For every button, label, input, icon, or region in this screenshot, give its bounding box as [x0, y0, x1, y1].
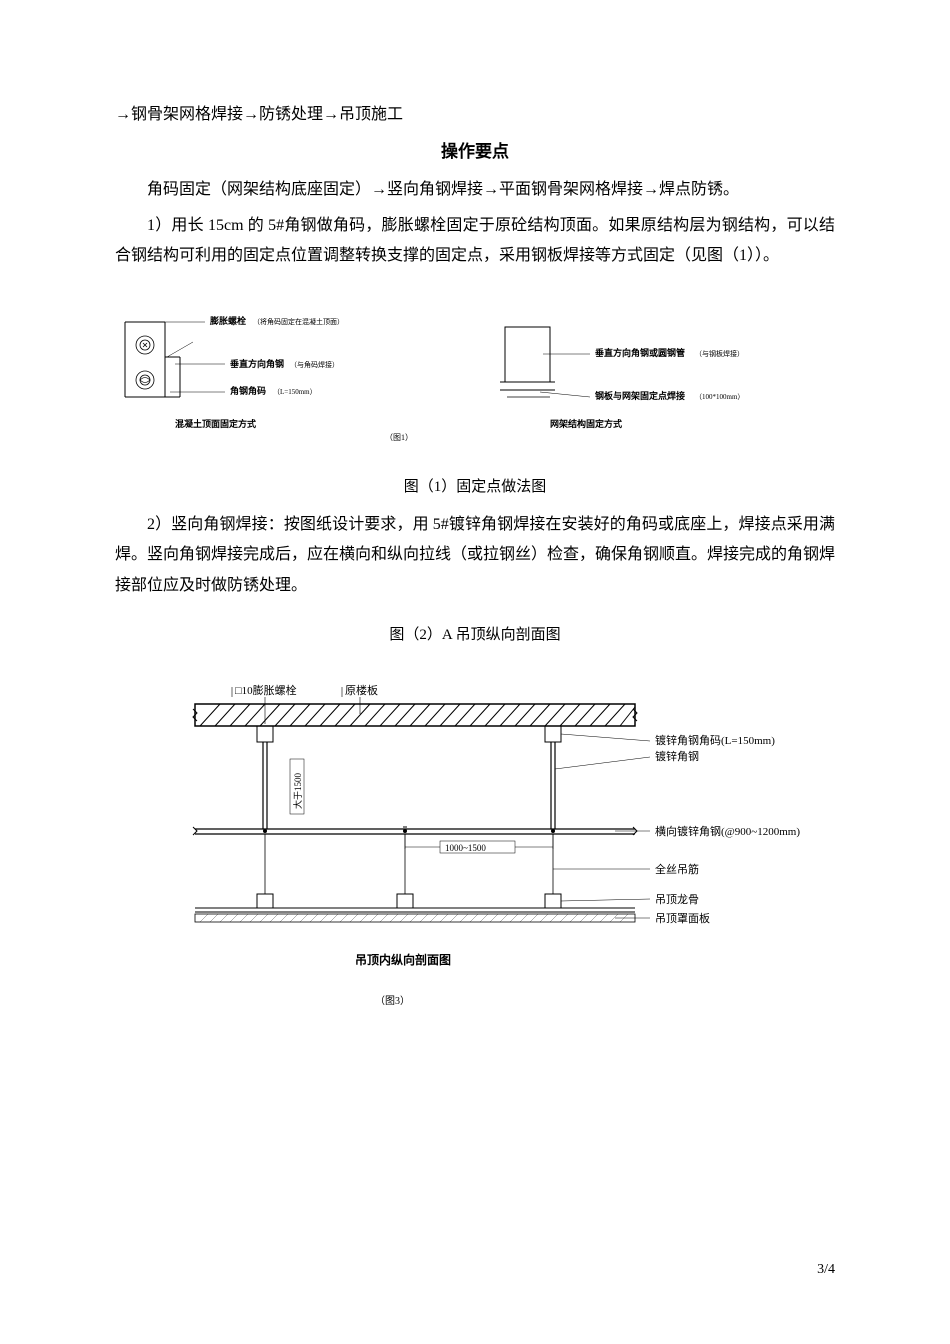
- fig1-left-caption: 混凝土顶面固定方式: [175, 418, 256, 429]
- fig3-horiz-angle-label: 横向镀锌角钢(@900~1200mm): [655, 824, 800, 838]
- paragraph-4: 2）竖向角钢焊接：按图纸设计要求，用 5#镀锌角钢焊接在安装好的角码或底座上，焊…: [115, 510, 835, 601]
- fig3-label: （图3）: [375, 995, 410, 1007]
- fig1-right-caption: 网架结构固定方式: [550, 418, 622, 429]
- fig3-angle-code-label: 镀锌角钢角码(L=150mm): [655, 733, 775, 747]
- fig3-height-label: 大于1500: [292, 773, 303, 810]
- figure-3-svg: □10膨胀螺栓 原楼板 大于1500: [145, 669, 805, 1009]
- section-title: 操作要点: [115, 136, 835, 168]
- paragraph-1: →钢骨架网格焊接→防锈处理→吊顶施工: [115, 100, 835, 130]
- fig3-slab-label: 原楼板: [345, 683, 378, 697]
- fig1-left-label2-note: （与角码焊接）: [290, 360, 339, 369]
- fig1-left-label3-note: （L=150mm）: [273, 388, 317, 396]
- fig3-angle-steel-label: 镀锌角钢: [655, 749, 699, 763]
- fig3-bolt-label: □10膨胀螺栓: [235, 683, 297, 697]
- paragraph-3: 1）用长 15cm 的 5#角钢做角码，膨胀螺栓固定于原砼结构顶面。如果原结构层…: [115, 211, 835, 272]
- fig1-main-label: （图1）: [385, 433, 413, 442]
- fig3-caption: 吊顶内纵向剖面图: [355, 952, 451, 967]
- figure-1-caption: 图（1）固定点做法图: [115, 473, 835, 502]
- fig1-right-label2: 钢板与网架固定点焊接: [595, 390, 685, 401]
- fig1-left-label1: 膨胀螺栓: [209, 315, 246, 326]
- figure-1-right-svg: 垂直方向角钢或圆钢管 （与钢板焊接） 钢板与网架固定点焊接 （100*100mm…: [495, 302, 835, 442]
- fig3-spacing-label: 1000~1500: [445, 843, 486, 853]
- page-number: 3/4: [817, 1257, 835, 1284]
- fig1-left-label3: 角钢角码: [230, 385, 266, 396]
- fig1-left-label2: 垂直方向角钢: [230, 358, 284, 369]
- figure-1-right: 垂直方向角钢或圆钢管 （与钢板焊接） 钢板与网架固定点焊接 （100*100mm…: [495, 302, 835, 453]
- figure-3-container: □10膨胀螺栓 原楼板 大于1500: [115, 669, 835, 1009]
- paragraph-2: 角码固定（网架结构底座固定）→竖向角钢焊接→平面钢骨架网格焊接→焊点防锈。: [115, 175, 835, 205]
- figure-1-left: 膨胀螺栓 （将角码固定在混凝土顶面） 垂直方向角钢 （与角码焊接） 角钢角码 （…: [115, 302, 455, 453]
- fig1-right-label1: 垂直方向角钢或圆钢管: [595, 347, 685, 358]
- fig3-thread-rod-label: 全丝吊筋: [655, 862, 699, 876]
- figure-1-left-svg: 膨胀螺栓 （将角码固定在混凝土顶面） 垂直方向角钢 （与角码焊接） 角钢角码 （…: [115, 302, 455, 442]
- fig1-left-label1-note: （将角码固定在混凝土顶面）: [253, 317, 344, 326]
- figure-2-caption: 图（2）A 吊顶纵向剖面图: [115, 621, 835, 650]
- figure-1-container: 膨胀螺栓 （将角码固定在混凝土顶面） 垂直方向角钢 （与角码焊接） 角钢角码 （…: [115, 302, 835, 453]
- fig1-right-label2-note: （100*100mm）: [695, 393, 744, 401]
- fig3-panel-label: 吊顶罩面板: [655, 911, 710, 925]
- fig1-right-label1-note: （与钢板焊接）: [695, 349, 744, 358]
- fig3-keel-label: 吊顶龙骨: [655, 893, 699, 906]
